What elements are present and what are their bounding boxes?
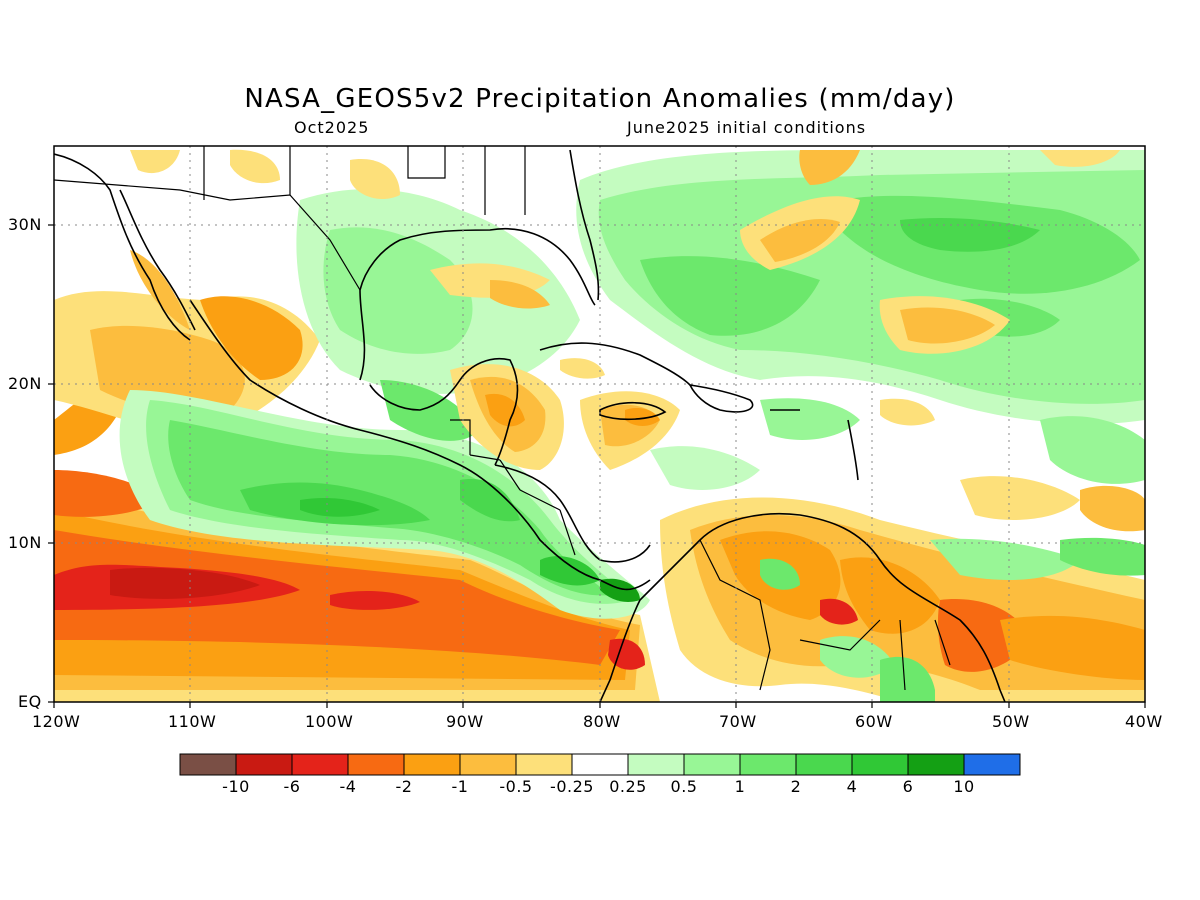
central-america-borders (450, 419, 576, 556)
x-tick-label: 80W (583, 712, 621, 731)
colorbar-swatch (683, 753, 741, 776)
colorbar-swatch (291, 753, 349, 776)
us-state-borders (203, 146, 526, 215)
colorbar-label: 6 (902, 777, 914, 796)
us-mexico-border (54, 179, 361, 291)
colorbar-swatch (851, 753, 909, 776)
x-tick-label: 90W (446, 712, 484, 731)
valid-month-label: Oct2025 (294, 118, 370, 137)
colorbar-label: -0.5 (499, 777, 533, 796)
gulf-coast (359, 228, 596, 381)
colorbar-swatch (795, 753, 853, 776)
y-tick-label: 30N (8, 215, 42, 234)
colorbar-swatch (179, 753, 237, 776)
pacific-wet-band (119, 390, 650, 619)
cuba-coast (539, 342, 691, 386)
colorbar-swatch (627, 753, 685, 776)
x-tick-label: 60W (855, 712, 893, 731)
colorbar-label: 1 (734, 777, 746, 796)
south-america-borders (699, 539, 951, 691)
jamaica-coast (599, 401, 667, 421)
coastlines (54, 149, 1006, 702)
colorbar-label: -2 (395, 777, 413, 796)
colorbar-label: -4 (339, 777, 357, 796)
mexico-pacific-coast (189, 299, 651, 591)
colorbar-swatch (235, 753, 293, 776)
x-tick-label: 40W (1125, 712, 1163, 731)
yucatan-dry-area (450, 358, 680, 470)
colorbar-swatch (403, 753, 461, 776)
colorbar-label: 4 (846, 777, 858, 796)
chart-title: NASA_GEOS5v2 Precipitation Anomalies (mm… (244, 84, 956, 114)
x-tick-label: 110W (168, 712, 217, 731)
colorbar-swatch (347, 753, 405, 776)
colorbar-swatch (739, 753, 797, 776)
colorbar-swatch (459, 753, 517, 776)
colorbar-label: 10 (953, 777, 975, 796)
colorbar-label: -1 (451, 777, 469, 796)
baja-california-coast (54, 153, 191, 341)
lesser-antilles (847, 419, 859, 481)
gulf-wet-area (296, 189, 580, 441)
x-tick-label: 70W (719, 712, 757, 731)
colorbar-label: -0.25 (550, 777, 594, 796)
colorbar-label: 0.5 (670, 777, 698, 796)
colorbar-label: -10 (222, 777, 250, 796)
colorbar-swatch (963, 753, 1021, 776)
hispaniola-coast (688, 383, 754, 413)
y-tick-label: 10N (8, 533, 42, 552)
south-america-dry-area (608, 497, 1145, 702)
south-america-north-coast (639, 512, 1006, 702)
florida-coast (569, 149, 600, 301)
colorbar-label: 0.25 (609, 777, 647, 796)
colorbar-swatch (907, 753, 965, 776)
yucatan-coast (369, 358, 519, 466)
x-tick-label: 100W (305, 712, 354, 731)
map-grid (54, 146, 1145, 702)
colorbar (179, 753, 1021, 776)
colorbar-label: 2 (790, 777, 802, 796)
gulf-of-california-coast (119, 189, 196, 331)
borders (54, 146, 951, 691)
x-tick-label: 50W (992, 712, 1030, 731)
atlantic-dry-patches (130, 149, 1145, 532)
colorbar-swatch (515, 753, 573, 776)
init-conditions-label: June2025 initial conditions (627, 118, 867, 137)
colombia-pacific-coast (599, 599, 641, 702)
axis-ticks (48, 224, 1146, 708)
y-tick-label: 20N (8, 374, 42, 393)
x-tick-label: 120W (32, 712, 81, 731)
colorbar-swatch (571, 753, 629, 776)
central-america-caribbean-coast (494, 464, 651, 563)
y-tick-label: EQ (18, 692, 42, 711)
anomaly-field (54, 146, 1145, 702)
colorbar-label: -6 (283, 777, 301, 796)
mexico-dry-area (54, 250, 320, 440)
